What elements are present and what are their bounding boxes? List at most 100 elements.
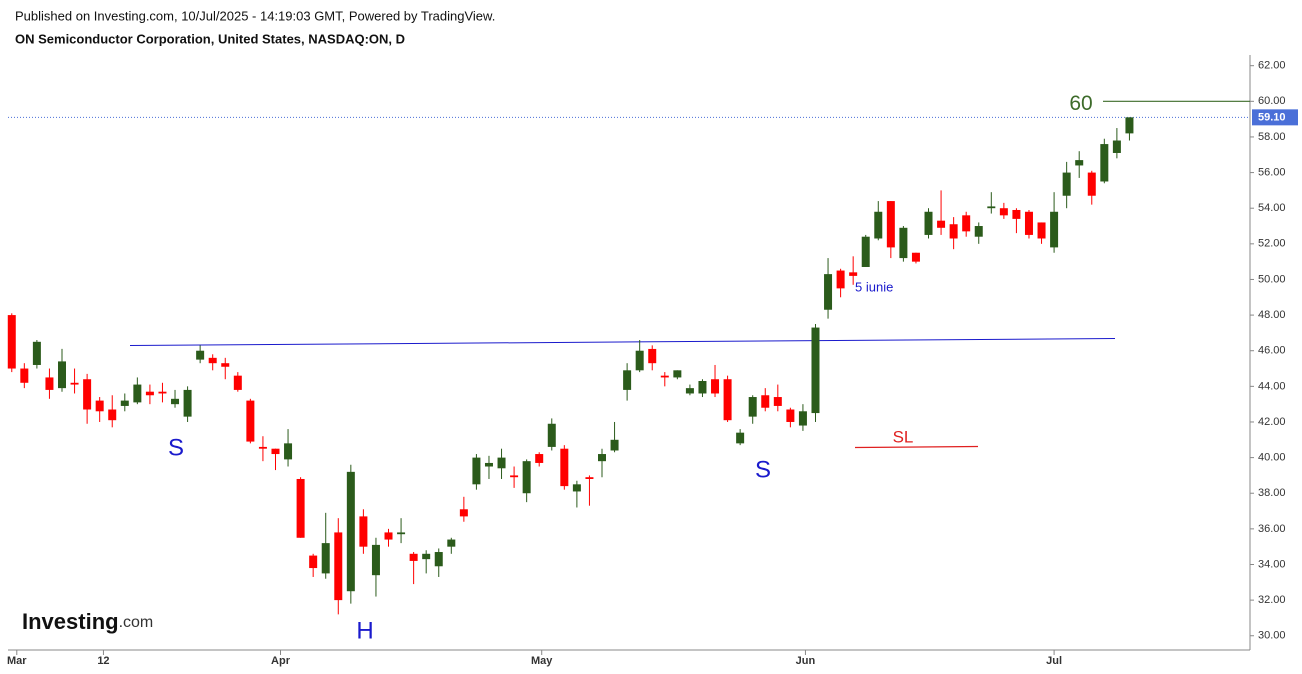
candle-body (422, 553, 431, 560)
candle-body (296, 478, 305, 538)
candle-body (874, 211, 883, 239)
candle-body (937, 220, 946, 228)
candle-body (1050, 211, 1059, 248)
candle-body (7, 315, 16, 369)
candle-body (585, 477, 594, 479)
x-tick-label: Jun (796, 655, 816, 667)
candle-body (1012, 209, 1021, 219)
annotation: H (356, 617, 373, 644)
annotation: S (168, 434, 184, 461)
y-tick-label: 62.00 (1258, 60, 1286, 72)
annotation: 5 iunie (855, 279, 893, 294)
neckline (129, 338, 1116, 346)
y-tick-label: 48.00 (1258, 309, 1286, 321)
candle-body (472, 457, 481, 485)
candle-body (698, 381, 707, 394)
y-tick-label: 50.00 (1258, 273, 1286, 285)
candle-body (911, 252, 920, 262)
candle-body (384, 532, 393, 540)
y-tick-label: 54.00 (1258, 202, 1286, 214)
candle-body (836, 270, 845, 289)
candle-body (32, 341, 41, 365)
candle-body (233, 375, 242, 390)
candle-body (1024, 211, 1033, 235)
logo-suffix: .com (119, 614, 154, 631)
logo: Investing.com (22, 609, 153, 634)
candle-body (484, 462, 493, 467)
y-tick-label: 44.00 (1258, 380, 1286, 392)
logo-name: Investing (22, 609, 119, 634)
candle-body (145, 391, 154, 396)
candle-body (824, 274, 833, 310)
candle-body (660, 375, 669, 378)
candle-body (748, 397, 757, 417)
candle-body (886, 201, 895, 248)
candle-body (133, 384, 142, 403)
candle-body (773, 397, 782, 406)
candle-body (987, 206, 996, 209)
target-label: 60 (1069, 92, 1092, 115)
published-line: Published on Investing.com, 10/Jul/2025 … (15, 8, 495, 23)
last-price-label: 59.10 (1258, 111, 1286, 123)
candle-body (1037, 222, 1046, 239)
candle-body (246, 400, 255, 442)
candle-body (786, 409, 795, 422)
y-tick-label: 34.00 (1258, 558, 1286, 570)
candle-body (623, 370, 632, 390)
annotation: SL (893, 427, 914, 446)
x-tick-label: Jul (1046, 655, 1062, 667)
candle-body (171, 398, 180, 405)
candle-body (572, 484, 581, 492)
candle-body (271, 448, 280, 455)
candle-body (1062, 172, 1071, 196)
candle-body (258, 446, 267, 449)
candle-body (359, 516, 368, 547)
candle-body (434, 552, 443, 567)
candle-body (510, 475, 519, 478)
candle-body (1100, 144, 1109, 182)
candle-body (321, 543, 330, 574)
candle-body (497, 457, 506, 469)
candle-body (811, 327, 820, 414)
y-tick-label: 58.00 (1258, 131, 1286, 143)
annotation: S (755, 456, 771, 483)
candle-body (1087, 172, 1096, 196)
candle-body (899, 227, 908, 259)
candle-body (673, 370, 682, 378)
candle-body (309, 555, 318, 569)
candle-body (1112, 140, 1121, 153)
candle-body (560, 448, 569, 487)
y-tick-label: 36.00 (1258, 523, 1286, 535)
candle-body (723, 379, 732, 421)
candle-body (711, 379, 720, 394)
candle-body (158, 391, 167, 394)
candle-body (108, 409, 117, 421)
candle-body (598, 454, 606, 462)
y-tick-label: 32.00 (1258, 594, 1286, 606)
y-tick-label: 52.00 (1258, 238, 1286, 250)
y-tick-label: 38.00 (1258, 487, 1286, 499)
candle-body (397, 532, 406, 535)
instrument-line: ON Semiconductor Corporation, United Sta… (15, 31, 405, 46)
candle-body (95, 400, 104, 412)
candle-body (284, 443, 293, 460)
candle-body (409, 553, 418, 561)
y-tick-label: 46.00 (1258, 345, 1286, 357)
candle-body (522, 461, 531, 494)
x-tick-label: May (531, 655, 553, 667)
candle-body (761, 395, 770, 408)
candle-body (183, 389, 192, 417)
candle-body (535, 454, 544, 463)
candle-body (346, 471, 355, 592)
candle-body (334, 532, 343, 601)
candle-body (610, 439, 619, 451)
candle-body (447, 539, 456, 547)
candle-body (120, 400, 129, 406)
x-tick-label: Mar (7, 655, 27, 667)
candle-body (798, 411, 807, 426)
candle-body (924, 211, 933, 235)
candle-body (208, 357, 217, 364)
candle-body (547, 423, 556, 447)
y-tick-label: 40.00 (1258, 452, 1286, 464)
